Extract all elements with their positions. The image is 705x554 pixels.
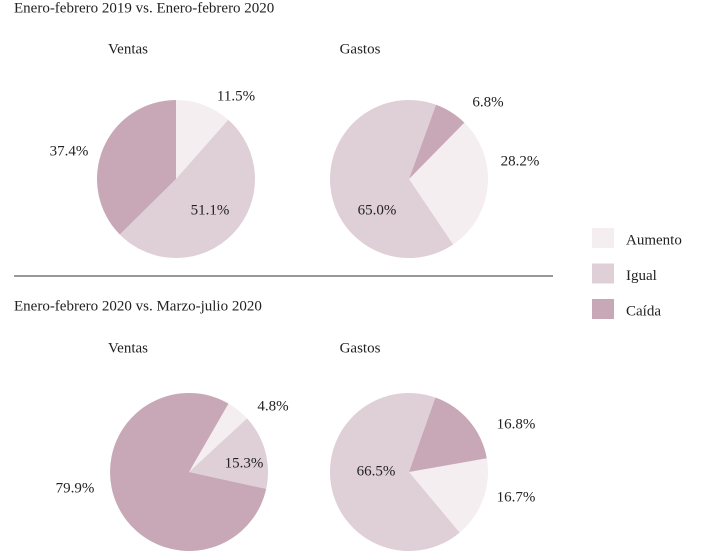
legend-swatch [592, 263, 614, 284]
value-label: 6.8% [472, 94, 503, 110]
pie-title: Gastos [340, 340, 381, 356]
value-label: 28.2% [501, 153, 540, 169]
value-label: 16.8% [497, 416, 536, 432]
pie-slice [189, 403, 248, 472]
section-title: Enero-febrero 2019 vs. Enero-febrero 202… [14, 0, 274, 16]
value-label: 79.9% [56, 480, 95, 496]
pie-title: Gastos [340, 41, 381, 57]
value-label: 15.3% [225, 455, 264, 471]
pie-title: Ventas [108, 41, 148, 57]
pie-slice [110, 393, 267, 551]
value-label: 51.1% [191, 202, 230, 218]
legend-label: Igual [626, 268, 657, 284]
pie-slice [96, 100, 176, 235]
value-label: 16.7% [497, 489, 536, 505]
pie-slice [189, 418, 268, 489]
pie-slice [119, 119, 255, 258]
legend-swatch [592, 299, 614, 319]
pie-slice [409, 104, 465, 179]
legend-label: Aumento [626, 232, 682, 248]
pie-slice [409, 458, 489, 533]
pie-title: Ventas [108, 340, 148, 356]
section-title: Enero-febrero 2020 vs. Marzo-julio 2020 [14, 298, 262, 314]
value-label: 37.4% [50, 143, 89, 159]
pie-slice [176, 100, 229, 179]
legend-label: Caída [626, 303, 661, 319]
pie-slice [409, 397, 487, 472]
value-label: 4.8% [257, 398, 288, 414]
value-label: 66.5% [357, 463, 396, 479]
pie-slice [330, 392, 460, 551]
value-label: 65.0% [358, 202, 397, 218]
pie-slice [330, 99, 454, 259]
pie-slice [409, 122, 489, 245]
legend-swatch [592, 228, 614, 248]
value-label: 11.5% [217, 88, 255, 104]
